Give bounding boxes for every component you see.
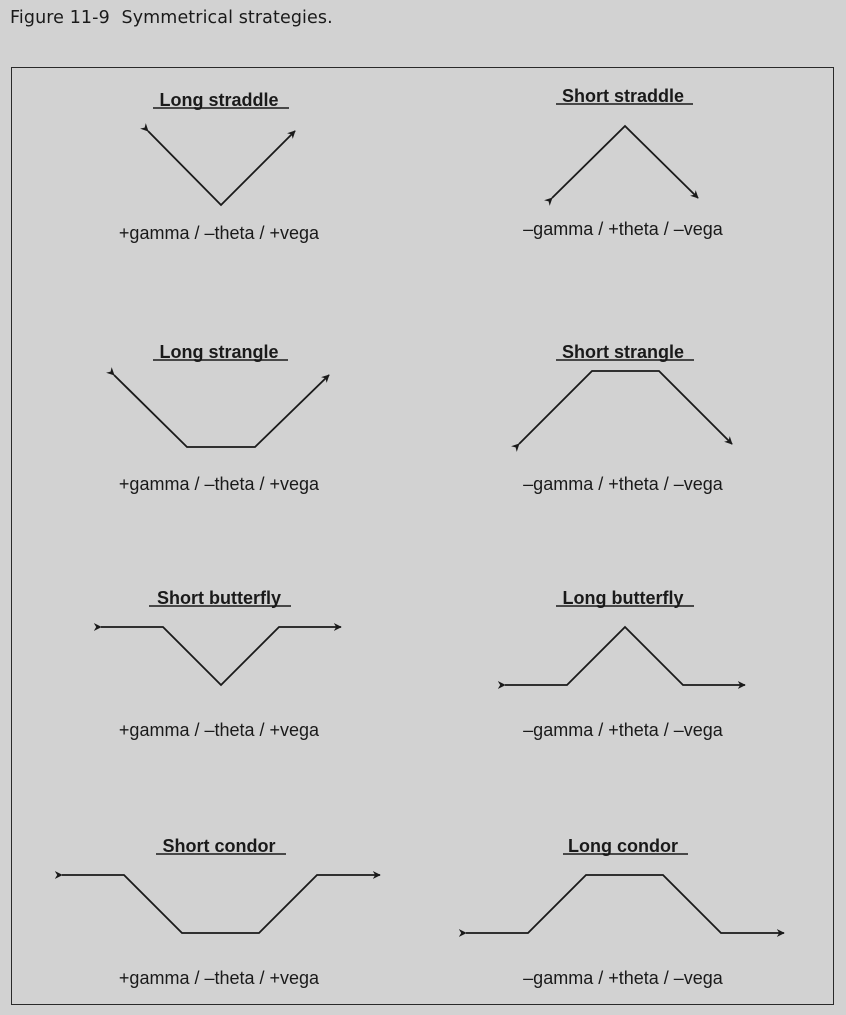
strategy-long-straddle: Long straddle +gamma / –theta / +vega [119, 90, 320, 243]
strategy-greeks: +gamma / –theta / +vega [119, 720, 320, 740]
strategy-short-butterfly: Short butterfly +gamma / –theta / +vega [93, 588, 342, 740]
payoff-line [511, 370, 733, 452]
strategy-greeks: +gamma / –theta / +vega [119, 474, 320, 494]
strategy-long-strangle: Long strangle +gamma / –theta / +vega [106, 342, 330, 494]
payoff-line [497, 625, 746, 689]
strategy-long-condor: Long condor –gamma / +theta / –vega [458, 836, 785, 988]
strategy-title: Short butterfly [157, 588, 281, 608]
strategy-title: Short condor [163, 836, 276, 856]
payoff-line [458, 874, 785, 937]
strategy-short-condor: Short condor +gamma / –theta / +vega [54, 836, 381, 988]
strategy-title: Long straddle [159, 90, 278, 110]
figure-caption: Figure 11-9 Symmetrical strategies. [10, 8, 333, 28]
strategy-greeks: –gamma / +theta / –vega [523, 219, 724, 239]
payoff-line [140, 123, 296, 207]
figure-number: Figure 11-9 [10, 8, 110, 28]
strategy-greeks: –gamma / +theta / –vega [523, 720, 724, 740]
strategy-long-butterfly: Long butterfly –gamma / +theta / –vega [497, 588, 746, 740]
payoff-line [106, 367, 330, 448]
strategy-greeks: +gamma / –theta / +vega [119, 223, 320, 243]
strategy-short-straddle: Short straddle –gamma / +theta / –vega [523, 86, 724, 239]
strategy-short-strangle: Short strangle –gamma / +theta / –vega [511, 342, 733, 494]
payoff-line [93, 623, 342, 687]
diagram-frame [11, 67, 834, 1005]
strategy-title: Long condor [568, 836, 678, 856]
payoff-line [54, 871, 381, 934]
figure-title: Symmetrical strategies. [121, 8, 333, 28]
strategy-greeks: +gamma / –theta / +vega [119, 968, 320, 988]
strategy-title: Short straddle [562, 86, 684, 106]
strategy-title: Long strangle [159, 342, 278, 362]
strategy-title: Long butterfly [563, 588, 684, 608]
payoff-line [544, 124, 699, 206]
strategy-greeks: –gamma / +theta / –vega [523, 474, 724, 494]
strategy-title: Short strangle [562, 342, 684, 362]
strategy-greeks: –gamma / +theta / –vega [523, 968, 724, 988]
